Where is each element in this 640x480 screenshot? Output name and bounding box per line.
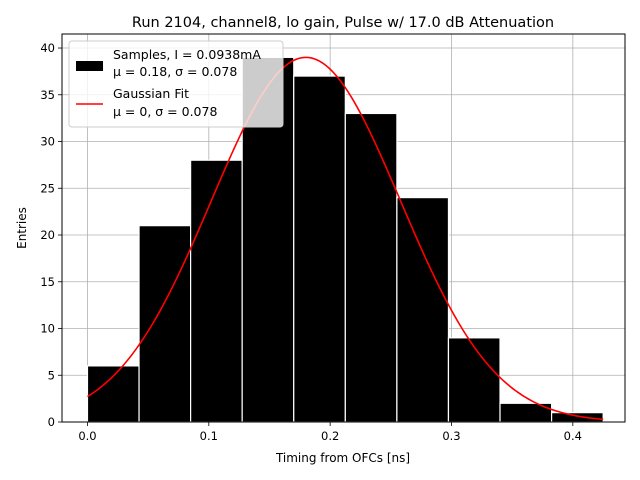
- y-tick-label: 0: [48, 415, 55, 429]
- legend-samples-stats: μ = 0.18, σ = 0.078: [113, 64, 237, 79]
- x-tick-label: 0.4: [564, 429, 582, 443]
- chart-title: Run 2104, channel8, lo gain, Pulse w/ 17…: [132, 15, 554, 31]
- legend-samples-label: Samples, I = 0.0938mA: [113, 47, 261, 62]
- y-tick-label: 40: [40, 41, 55, 55]
- x-tick-label: 0.0: [78, 429, 96, 443]
- x-tick-label: 0.1: [200, 429, 218, 443]
- y-axis-label: Entries: [15, 207, 29, 249]
- y-tick-label: 10: [40, 322, 55, 336]
- axis-ticks: 0.0 0.1 0.2 0.3 0.4 0 5 10 15 20 25 30 35 40: [40, 41, 582, 443]
- x-tick-label: 0.3: [442, 429, 460, 443]
- legend-fit-label: Gaussian Fit: [113, 86, 189, 101]
- plot-frame: [61, 33, 626, 423]
- legend-samples-swatch: [76, 61, 103, 71]
- histogram-bar: [138, 225, 192, 423]
- x-tick-label: 0.2: [321, 429, 339, 443]
- y-tick-label: 25: [40, 181, 55, 195]
- histogram-bar: [86, 365, 140, 423]
- legend-fit-stats: μ = 0, σ = 0.078: [113, 104, 217, 119]
- gaussian-fit-line: [87, 56, 604, 421]
- y-tick-label: 5: [48, 368, 55, 382]
- histogram-bar: [344, 112, 398, 423]
- histogram-bar: [550, 412, 604, 423]
- y-tick-label: 20: [40, 228, 55, 242]
- legend-box: [68, 40, 284, 128]
- y-tick-label: 30: [40, 135, 55, 149]
- y-tick-label: 15: [40, 275, 55, 289]
- legend: Samples, I = 0.0938mA μ = 0.18, σ = 0.07…: [68, 40, 284, 128]
- histogram-bar: [293, 75, 346, 423]
- x-axis-label: Timing from OFCs [ns]: [275, 451, 410, 465]
- histogram-bar: [396, 197, 450, 423]
- y-tick-label: 35: [40, 88, 55, 102]
- histogram-bar: [447, 337, 501, 423]
- histogram-bar: [190, 159, 243, 423]
